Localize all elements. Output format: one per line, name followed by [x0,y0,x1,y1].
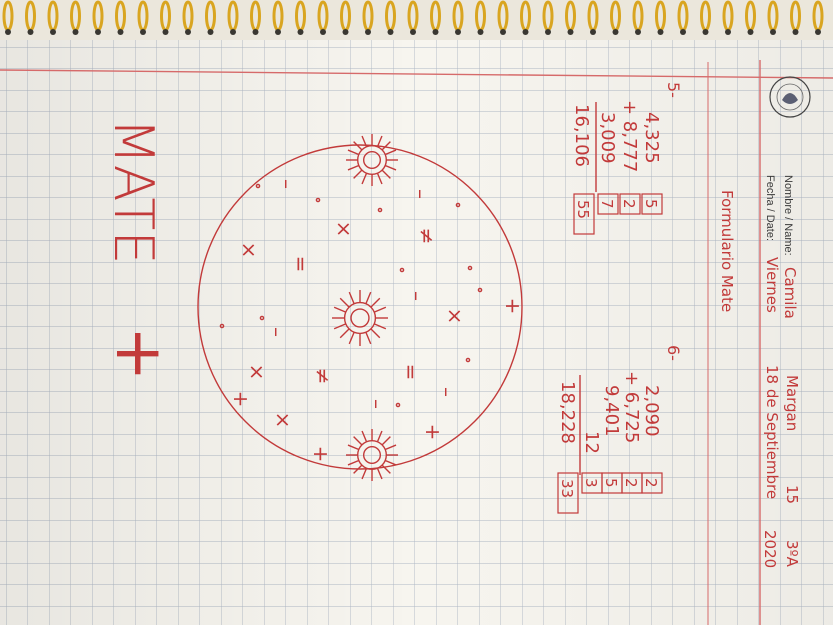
side-title: MATE [102,118,165,264]
symbol-mark: × [245,364,269,381]
p5-carry-1: 5 [642,199,660,209]
p6-row-3: 9,401 [601,385,622,437]
symbol-mark: – [275,179,299,189]
symbol-mark: – [409,189,433,199]
p6-carry-2: 2 [622,478,640,488]
weekday: Viernes [763,257,781,313]
first-name: Camila [781,267,799,319]
symbol-mark: – [365,399,389,409]
name-label: Nombre / Name: [782,175,794,256]
p5-carry-3: 7 [598,199,616,209]
p5-row-2: + 8,777 [619,100,640,172]
problem-5-label: 5- [664,82,683,98]
symbol-mark: = [399,364,423,381]
last-name: Margan [783,375,801,431]
symbol-mark: × [332,221,356,238]
p5-result: 16,106 [571,104,592,167]
symbol-mark: + [421,424,445,441]
spiral-binding [0,0,833,40]
symbol-mark: ≠ [311,368,335,385]
symbol-mark: × [237,242,261,259]
p6-answer: 33 [558,479,576,498]
p5-carry-2: 2 [620,199,638,209]
problem-6-label: 6- [664,345,683,361]
date-label: Fecha / Date: [764,175,776,241]
symbol-mark: ≠ [415,228,439,245]
p5-row-3: 3,009 [597,112,618,164]
page-title: Formulario Mate [718,190,736,312]
symbol-mark: – [405,291,429,301]
p5-row-1: 4,325 [641,112,662,164]
p6-carry-1: 2 [642,478,660,488]
date: 18 de Septiembre [763,365,781,499]
symbol-mark: + [229,391,253,408]
p6-row-1: 2,090 [641,385,662,437]
symbol-mark: + [501,298,525,315]
p6-row-2: + 6,725 [621,371,642,443]
p6-carry-4: 3 [582,478,600,488]
p6-result: 18,228 [557,381,578,444]
p5-answer: 55 [574,200,592,219]
symbol-mark: = [289,256,313,273]
grade: 3ºA [783,540,801,568]
p6-row-4: 12 [581,431,602,454]
side-plus: + [101,326,178,381]
symbol-mark: × [443,308,467,325]
symbol-mark: × [271,412,295,429]
symbol-mark: – [435,387,459,397]
p6-carry-3: 5 [602,478,620,488]
symbol-mark: – [265,327,289,337]
student-number: 15 [783,485,801,504]
year: 2020 [761,530,779,568]
symbol-mark: + [309,446,333,463]
